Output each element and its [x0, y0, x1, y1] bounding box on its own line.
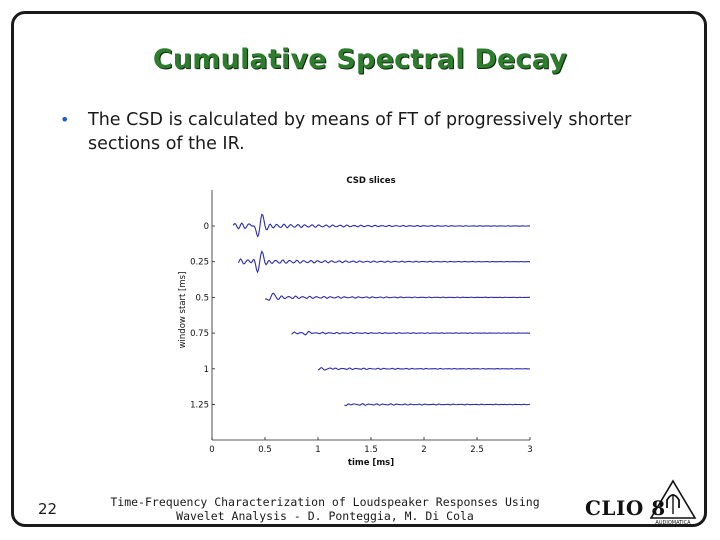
- csd-chart: CSD slices 0 0.5 1 1.5 2 2.5 3 time [ms] window s…: [178, 176, 533, 468]
- x-tick-label: 3: [527, 445, 532, 455]
- x-axis-label: time [ms]: [348, 458, 394, 468]
- footer-line-2: Wavelet Analysis - D. Ponteggia, M. Di C…: [176, 509, 474, 523]
- csd-slice-trace: [317, 366, 531, 371]
- csd-slice-trace: [291, 330, 531, 336]
- bullet-item: • The CSD is calculated by means of FT o…: [60, 108, 660, 156]
- audiomatica-logo-icon: AUDIOMATICA: [649, 479, 697, 526]
- footer-line-1: Time-Frequency Characterization of Louds…: [110, 495, 540, 509]
- x-tick-label: 0.5: [258, 445, 272, 455]
- x-tick-label: 0: [209, 445, 214, 455]
- y-tick-label: 0.25: [190, 258, 209, 268]
- csd-slice-trace: [232, 213, 531, 238]
- y-axis-label: window start [ms]: [178, 272, 188, 349]
- bullet-dot-icon: •: [60, 110, 70, 129]
- bullet-text: The CSD is calculated by means of FT of …: [88, 110, 632, 154]
- y-tick-label: 1: [204, 365, 209, 375]
- y-tick-label: 1.25: [190, 401, 209, 411]
- clio-logo: CLIO 8 AUDIOMATICA: [585, 478, 700, 528]
- y-tick-label: 0: [204, 222, 209, 232]
- slide-frame: [11, 11, 707, 527]
- x-tick-label: 1.5: [364, 445, 378, 455]
- x-tick-label: 1: [315, 445, 320, 455]
- x-tick-label: 2.5: [470, 445, 484, 455]
- csd-slice-trace: [344, 402, 530, 407]
- y-tick-label: 0.5: [195, 293, 209, 303]
- y-tick-label: 0.75: [190, 329, 209, 339]
- csd-slice-trace: [265, 292, 531, 301]
- slide-title: Cumulative Spectral Decay: [152, 44, 568, 75]
- slide-number: 22: [38, 500, 58, 518]
- csd-slice-trace: [237, 250, 531, 274]
- chart-title: CSD slices: [346, 176, 395, 186]
- x-tick-label: 2: [421, 445, 426, 455]
- footer-citation: Time-Frequency Characterization of Louds…: [95, 495, 555, 523]
- logo-subtext: AUDIOMATICA: [655, 520, 691, 526]
